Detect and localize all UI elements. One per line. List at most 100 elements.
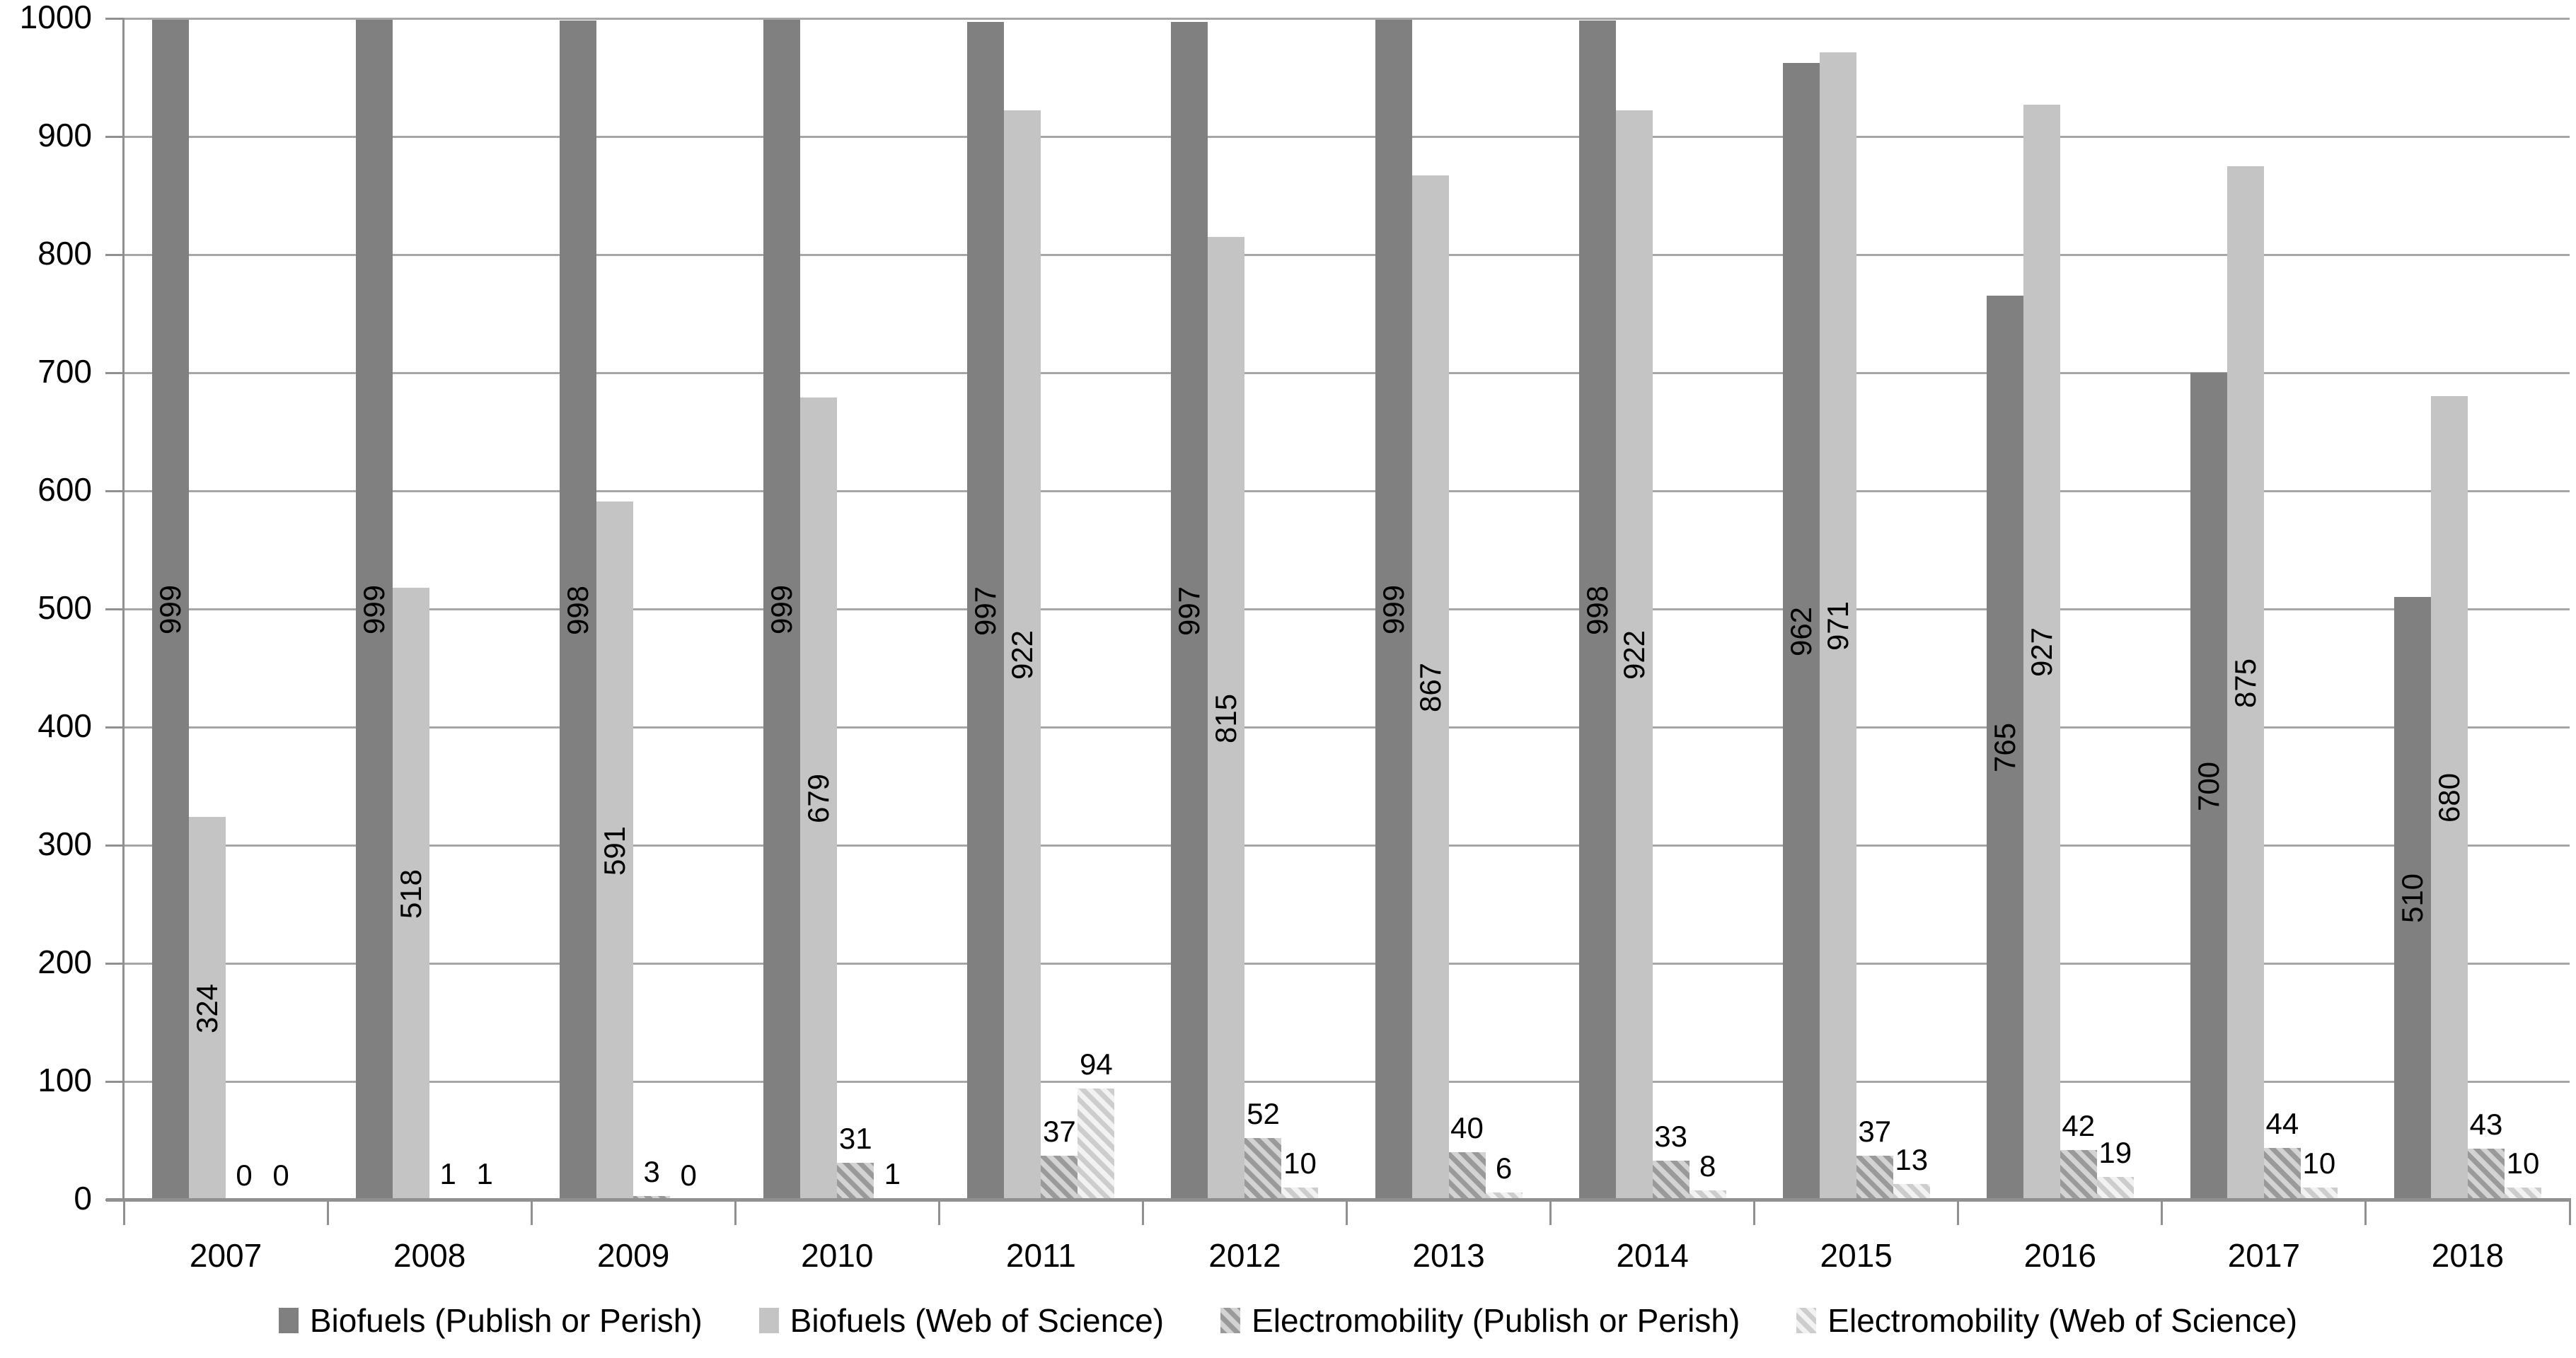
bar-value-label: 927 xyxy=(2024,627,2058,678)
bar-hatch-dark xyxy=(2060,1150,2097,1200)
bar-hatch-light xyxy=(1689,1190,1726,1200)
bar-value-label: 43 xyxy=(2469,1108,2503,1141)
bar-solid-dark xyxy=(356,20,393,1200)
y-gridline xyxy=(124,371,2570,374)
bar-hatch-light xyxy=(1078,1089,1115,1200)
bar-value-label: 40 xyxy=(1450,1111,1484,1144)
x-axis-label: 2018 xyxy=(2431,1237,2505,1274)
y-gridline xyxy=(124,1080,2570,1083)
x-axis-label: 2012 xyxy=(1208,1237,1281,1274)
bar-value-label: 94 xyxy=(1080,1047,1113,1081)
bar-value-label: 700 xyxy=(2191,761,2225,811)
bar-value-label: 518 xyxy=(394,869,428,919)
x-axis-tick xyxy=(122,1201,125,1225)
bar-value-label: 680 xyxy=(2432,772,2466,823)
bar-value-label: 815 xyxy=(1209,693,1243,743)
bar-solid-light xyxy=(189,817,226,1200)
y-axis-line xyxy=(122,18,125,1200)
bar-hatch-dark xyxy=(1448,1152,1486,1200)
legend-item: Biofuels (Publish or Perish) xyxy=(278,1301,703,1340)
x-axis-label: 2010 xyxy=(801,1237,874,1274)
x-axis-line xyxy=(106,1198,2571,1202)
y-axis-label: 100 xyxy=(37,1061,92,1098)
bar-solid-dark xyxy=(2393,597,2431,1200)
bar-solid-light xyxy=(596,501,634,1200)
bar-value-label: 999 xyxy=(357,584,391,635)
legend-swatch-hatch-light xyxy=(1796,1308,1817,1333)
bar-value-label: 8 xyxy=(1699,1149,1716,1183)
bar-value-label: 997 xyxy=(969,586,1003,636)
bar-hatch-dark xyxy=(2467,1149,2505,1200)
bar-solid-light xyxy=(2430,396,2468,1200)
y-axis-tick xyxy=(105,489,124,492)
y-axis-label: 700 xyxy=(37,352,92,390)
bar-value-label: 10 xyxy=(1283,1147,1317,1180)
bar-solid-light xyxy=(2023,105,2060,1200)
y-axis-label: 500 xyxy=(37,588,92,626)
x-axis-tick xyxy=(1753,1201,1756,1225)
y-gridline xyxy=(124,726,2570,729)
legend: Biofuels (Publish or Perish) Biofuels (W… xyxy=(0,1301,2576,1340)
y-axis-label: 200 xyxy=(37,943,92,980)
bar-solid-light xyxy=(1208,237,1245,1200)
bar-hatch-light xyxy=(2300,1188,2338,1200)
bar-solid-dark xyxy=(1578,21,1616,1200)
y-axis-label: 600 xyxy=(37,470,92,508)
bar-solid-dark xyxy=(763,20,801,1200)
x-axis-label: 2015 xyxy=(1820,1237,1893,1274)
bar-solid-dark xyxy=(1986,296,2023,1200)
bar-value-label: 591 xyxy=(598,825,632,876)
bar-solid-light xyxy=(1615,110,1653,1200)
x-axis-label: 2014 xyxy=(1616,1237,1689,1274)
bar-value-label: 922 xyxy=(1617,629,1651,680)
bar-value-label: 3 xyxy=(643,1155,660,1188)
x-axis-tick xyxy=(1141,1201,1144,1225)
bar-hatch-light xyxy=(1893,1184,1930,1200)
bar-value-label: 42 xyxy=(2062,1109,2096,1142)
bar-value-label: 922 xyxy=(1005,629,1039,680)
bar-solid-dark xyxy=(1375,20,1412,1200)
bar-hatch-dark xyxy=(1652,1161,1690,1200)
y-axis-tick xyxy=(105,371,124,374)
bar-hatch-dark xyxy=(1856,1156,1893,1200)
y-gridline xyxy=(124,962,2570,965)
bar-solid-dark xyxy=(2190,373,2227,1200)
bar-value-label: 37 xyxy=(1858,1115,1892,1148)
bar-solid-light xyxy=(1411,175,1449,1200)
bar-value-label: 19 xyxy=(2098,1136,2132,1169)
bar-value-label: 999 xyxy=(154,584,187,635)
bar-solid-dark xyxy=(152,20,190,1200)
x-axis-label: 2013 xyxy=(1412,1237,1485,1274)
bar-value-label: 1 xyxy=(439,1157,456,1190)
bar-value-label: 324 xyxy=(190,983,224,1033)
legend-swatch-solid-light xyxy=(758,1308,779,1333)
y-axis-label: 400 xyxy=(37,707,92,744)
x-axis-label: 2017 xyxy=(2227,1237,2301,1274)
bar-solid-dark xyxy=(967,22,1005,1200)
x-axis-label: 2011 xyxy=(1005,1237,1076,1274)
x-axis-tick xyxy=(530,1201,533,1225)
y-gridline xyxy=(124,844,2570,847)
legend-item: Electromobility (Publish or Perish) xyxy=(1220,1301,1740,1340)
bar-value-label: 998 xyxy=(561,585,595,635)
bar-solid-dark xyxy=(560,21,597,1200)
bar-value-label: 52 xyxy=(1247,1097,1280,1130)
y-gridline xyxy=(124,135,2570,138)
y-axis-tick xyxy=(105,608,124,610)
y-gridline xyxy=(124,253,2570,256)
bar-value-label: 10 xyxy=(2506,1147,2540,1180)
bar-value-label: 0 xyxy=(272,1159,289,1192)
bar-value-label: 971 xyxy=(1820,600,1854,651)
bar-solid-light xyxy=(800,397,838,1200)
y-axis-tick xyxy=(105,726,124,729)
x-axis-tick xyxy=(2161,1201,2164,1225)
x-axis-label: 2016 xyxy=(2023,1237,2096,1274)
bar-solid-light xyxy=(1819,52,1856,1200)
x-axis-tick xyxy=(2568,1201,2571,1225)
bar-solid-light xyxy=(393,588,430,1200)
y-axis-tick xyxy=(105,253,124,256)
bar-value-label: 997 xyxy=(1172,586,1206,636)
bar-value-label: 0 xyxy=(236,1159,253,1192)
